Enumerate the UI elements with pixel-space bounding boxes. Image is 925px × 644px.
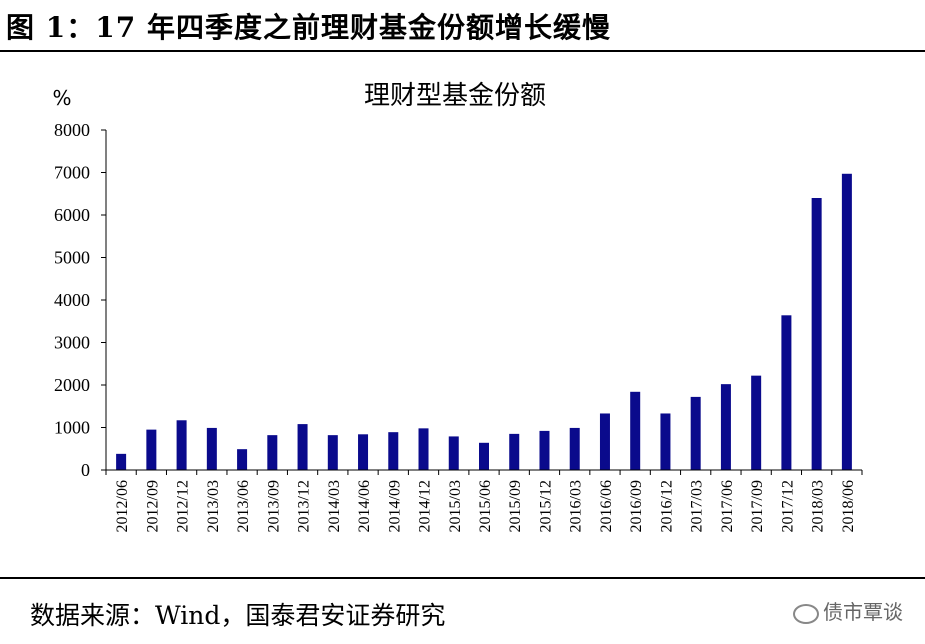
bar [630,391,641,470]
bar [146,429,157,470]
x-tick-label: 2013/06 [235,480,252,532]
bar [660,413,671,470]
y-tick-label: 1000 [54,418,90,438]
y-axis: 0 1000 2000 3000 4000 5000 6000 7000 8000 [54,120,107,480]
bar [569,427,580,470]
x-tick-label: 2016/09 [628,480,645,532]
bottom-rule [0,577,925,579]
x-tick-label: 2015/06 [477,480,494,532]
x-tick-label: 2015/03 [447,480,464,532]
x-tick-label: 2016/12 [658,480,675,532]
y-tick-label: 7000 [54,163,90,183]
bar [690,396,701,470]
bar [176,420,187,470]
bar [599,413,610,470]
x-tick-label: 2012/06 [114,480,131,532]
x-tick-label: 2018/06 [840,480,857,532]
bar-chart: 理财型基金份额 % 0 1000 2000 3000 4000 5000 6000 7000 8… [52,81,863,532]
x-tick-label: 2013/12 [296,480,313,532]
x-tick-label: 2012/12 [175,480,192,532]
bar [418,428,429,470]
bar [116,453,127,470]
bar [358,434,369,470]
y-tick-label: 6000 [54,205,90,225]
top-rule [0,50,925,52]
x-tick-label: 2016/06 [598,480,615,532]
x-tick-label: 2014/06 [356,480,373,532]
x-tick-label: 2014/09 [386,480,403,532]
x-tick-label: 2015/12 [537,480,554,532]
x-tick-label: 2016/03 [568,480,585,532]
bar-series [116,173,852,470]
x-tick-label: 2013/03 [205,480,222,532]
source-note: 数据来源：Wind，国泰君安证券研究 [30,601,446,630]
x-tick-label: 2017/09 [749,480,766,532]
x-tick-label: 2013/09 [265,480,282,532]
chart-title: 理财型基金份额 [364,81,546,111]
y-tick-label: 0 [81,460,90,480]
x-tick-label: 2012/09 [144,480,161,532]
bar [448,436,459,470]
bar [811,198,822,470]
x-tick-label: 2018/03 [810,480,827,532]
x-tick-label: 2014/12 [417,480,434,532]
y-tick-label: 4000 [54,290,90,310]
bar [479,442,489,470]
x-axis: 2012/06 2012/09 2012/12 2013/03 2013/06 2013/… [105,469,863,532]
x-tick-label: 2017/12 [779,480,796,532]
y-tick-label: 2000 [54,375,90,395]
wechat-icon [793,603,819,624]
x-tick-label: 2015/09 [507,480,524,532]
bar [327,435,338,470]
bar [539,430,550,470]
bar [751,375,762,470]
bar [720,384,731,470]
bar [841,173,852,470]
bar [509,433,520,470]
x-tick-label: 2017/03 [689,480,706,532]
bar [267,435,278,470]
y-tick-label: 3000 [54,333,90,353]
y-axis-unit: % [52,86,71,110]
x-tick-label: 2014/03 [326,480,343,532]
bar [388,432,399,470]
x-tick-label: 2017/06 [719,480,736,532]
bar [206,427,217,470]
figure-title: 图 1：17 年四季度之前理财基金份额增长缓慢 [6,11,611,44]
bar [781,315,792,470]
watermark-text: 债市覃谈 [823,600,903,624]
y-tick-label: 8000 [54,120,90,140]
y-tick-label: 5000 [54,248,90,268]
bar [237,449,248,470]
watermark: 债市覃谈 [793,596,903,625]
bar [297,424,308,470]
